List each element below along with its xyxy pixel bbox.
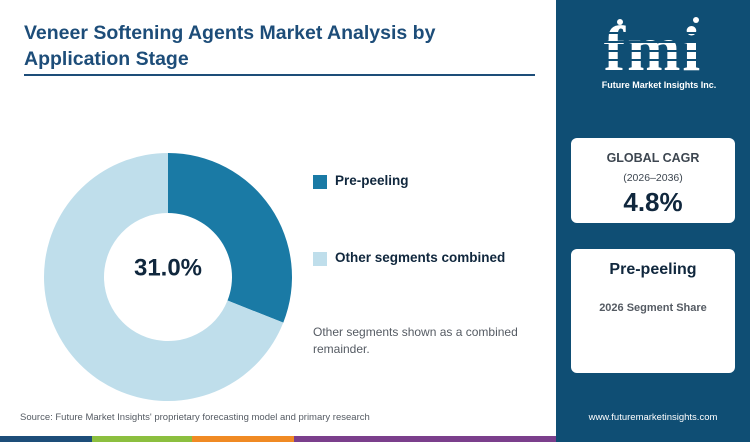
sidebar: fmi Future Market Insights Inc. GLOBAL C… — [556, 0, 750, 436]
bottom-bar-segment — [192, 436, 294, 442]
legend-label: Other segments combined — [335, 250, 506, 265]
donut-chart: 31.0% — [43, 153, 292, 401]
donut-slice-pre-peeling — [168, 153, 292, 323]
cagr-card: GLOBAL CAGR (2026–2036) 4.8% — [571, 138, 735, 223]
source-text: Source: Future Market Insights' propriet… — [20, 412, 370, 423]
cagr-value: 4.8% — [623, 187, 683, 217]
legend-label: Pre-peeling — [335, 173, 409, 188]
bottom-bar-segment — [294, 436, 556, 442]
website-link[interactable]: www.futuremarketinsights.com — [588, 412, 718, 423]
chart-note: Other segments shown as a combined remai… — [313, 325, 518, 356]
title-divider — [24, 74, 535, 76]
segment-caption: 2026 Segment Share — [599, 302, 707, 314]
bottom-bar-segment — [0, 436, 92, 442]
chart-panel: Veneer Softening Agents Market Analysis … — [20, 22, 535, 423]
chart-title: Veneer Softening Agents Market Analysis … — [24, 22, 436, 70]
center-value-label: 31.0% — [134, 254, 202, 281]
segment-name: Pre-peeling — [609, 261, 697, 278]
bottom-bar-segment — [556, 436, 750, 442]
legend-swatch — [313, 175, 327, 189]
cagr-label: GLOBAL CAGR — [606, 151, 700, 165]
legend-swatch — [313, 252, 327, 266]
fmi-logo: fmi — [576, 13, 732, 84]
segment-card: Pre-peeling 2026 Segment Share — [571, 249, 735, 373]
logo-tagline: Future Market Insights Inc. — [601, 80, 717, 90]
bottom-bar-segment — [92, 436, 192, 442]
cagr-period: (2026–2036) — [623, 172, 683, 184]
donut-slice-other-segments-combined — [43, 153, 284, 401]
bottom-color-bar — [0, 436, 750, 442]
